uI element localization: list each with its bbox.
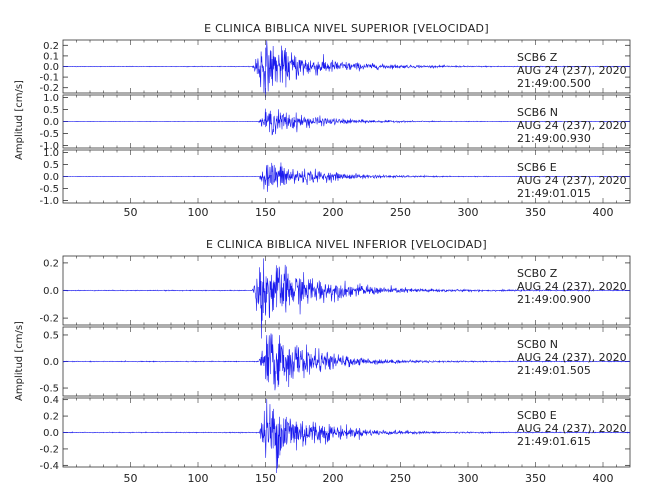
x-tick-label: 200 [323, 206, 344, 219]
y-tick-label: -0.1 [39, 73, 59, 84]
y-tick-label: -0.2 [39, 314, 59, 325]
y-tick-label: -0.4 [39, 461, 59, 472]
y-tick-label: -0.2 [39, 444, 59, 455]
x-tick-label: 150 [255, 472, 276, 485]
y-axis-label: Amplitud [cm/s] [14, 321, 25, 401]
x-tick-label: 100 [188, 472, 209, 485]
x-tick-label: 400 [593, 206, 614, 219]
y-tick-label: 0.2 [43, 41, 59, 52]
y-tick-label: 0.0 [43, 428, 59, 439]
trace-station-label: SCB6 Z [517, 51, 558, 64]
x-tick-label: 100 [188, 206, 209, 219]
x-tick-label: 350 [525, 206, 546, 219]
y-tick-label: 0.5 [43, 330, 59, 341]
x-tick-label: 250 [390, 472, 411, 485]
y-tick-label: 0.2 [43, 412, 59, 423]
trace-date-label: AUG 24 (237), 2020 [517, 351, 627, 364]
x-tick-label: 300 [458, 206, 479, 219]
chart-panel-2: E CLINICA BIBLICA NIVEL INFERIOR [VELOCI… [14, 238, 631, 485]
y-tick-label: -0.5 [39, 184, 59, 195]
y-tick-label: 0.5 [43, 160, 59, 171]
x-tick-label: 300 [458, 472, 479, 485]
x-tick-label: 200 [323, 472, 344, 485]
trace-date-label: AUG 24 (237), 2020 [517, 64, 627, 77]
y-tick-label: 0.0 [43, 62, 59, 73]
y-tick-label: 0.1 [43, 51, 59, 62]
waveform-line [62, 333, 631, 391]
x-tick-label: 150 [255, 206, 276, 219]
y-tick-label: 0.4 [43, 395, 59, 406]
y-tick-label: -0.5 [39, 384, 59, 395]
trace-station-label: SCB6 E [517, 161, 557, 174]
trace-station-label: SCB0 E [517, 409, 557, 422]
y-tick-label: -0.5 [39, 129, 59, 140]
trace-station-label: SCB0 N [517, 338, 558, 351]
trace-station-label: SCB0 Z [517, 267, 558, 280]
x-tick-label: 400 [593, 472, 614, 485]
y-tick-label: -1.0 [39, 141, 59, 152]
y-tick-label: 0.2 [43, 258, 59, 269]
waveform-line [62, 162, 631, 192]
y-tick-label: 0.0 [43, 286, 59, 297]
trace-time-label: 21:49:00.930 [517, 132, 591, 145]
x-tick-label: 250 [390, 206, 411, 219]
y-tick-label: 1.0 [43, 148, 59, 159]
trace-time-label: 21:49:00.500 [517, 77, 591, 90]
waveform-line [62, 108, 631, 136]
y-axis-label: Amplitud [cm/s] [14, 80, 25, 160]
chart-title: E CLINICA BIBLICA NIVEL SUPERIOR [VELOCI… [204, 22, 489, 35]
y-tick-label: 0.0 [43, 357, 59, 368]
x-tick-label: 50 [124, 472, 138, 485]
y-tick-label: 1.0 [43, 93, 59, 104]
waveform-line [62, 258, 631, 339]
waveform-line [62, 398, 631, 473]
x-tick-label: 350 [525, 472, 546, 485]
y-tick-label: 0.5 [43, 105, 59, 116]
trace-date-label: AUG 24 (237), 2020 [517, 174, 627, 187]
x-tick-label: 50 [124, 206, 138, 219]
chart-title: E CLINICA BIBLICA NIVEL INFERIOR [VELOCI… [206, 238, 487, 251]
y-tick-label: 0.0 [43, 172, 59, 183]
trace-date-label: AUG 24 (237), 2020 [517, 119, 627, 132]
y-tick-label: -1.0 [39, 196, 59, 207]
chart-panel-1: E CLINICA BIBLICA NIVEL SUPERIOR [VELOCI… [14, 22, 631, 219]
waveform-line [62, 40, 631, 98]
trace-time-label: 21:49:00.900 [517, 293, 591, 306]
trace-time-label: 21:49:01.015 [517, 187, 591, 200]
y-tick-label: -0.2 [39, 83, 59, 94]
y-tick-label: 0.0 [43, 117, 59, 128]
trace-time-label: 21:49:01.615 [517, 435, 591, 448]
trace-time-label: 21:49:01.505 [517, 364, 591, 377]
trace-station-label: SCB6 N [517, 106, 558, 119]
trace-date-label: AUG 24 (237), 2020 [517, 422, 627, 435]
trace-date-label: AUG 24 (237), 2020 [517, 280, 627, 293]
